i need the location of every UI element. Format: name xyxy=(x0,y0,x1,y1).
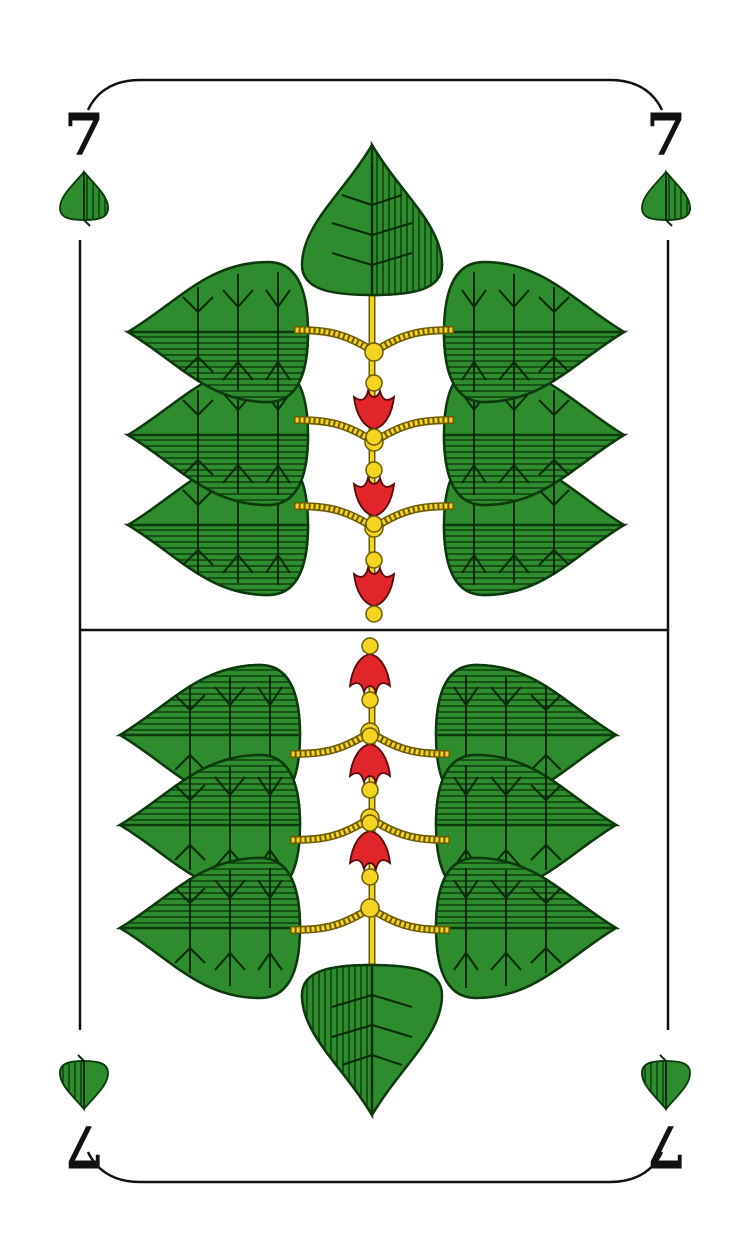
leaf-suit-icon xyxy=(59,1054,109,1110)
leaf-suit-icon xyxy=(59,171,109,227)
card-frame xyxy=(78,78,670,1184)
lower-pip-group xyxy=(120,638,616,1115)
corner-index-bottom-left: 7 xyxy=(59,1054,109,1180)
rank-label-top-left: 7 xyxy=(64,101,104,169)
rank-label-bottom-right: 7 xyxy=(646,1112,686,1180)
corner-index-top-left: 7 xyxy=(59,101,109,227)
corner-index-top-right: 7 xyxy=(641,101,691,227)
leaf-suit-icon xyxy=(641,171,691,227)
rank-label-top-right: 7 xyxy=(646,101,686,169)
corner-index-bottom-right: 7 xyxy=(641,1054,691,1180)
upper-pip-group xyxy=(128,145,624,622)
leaf-suit-icon xyxy=(641,1054,691,1110)
rank-label-bottom-left: 7 xyxy=(64,1112,104,1180)
